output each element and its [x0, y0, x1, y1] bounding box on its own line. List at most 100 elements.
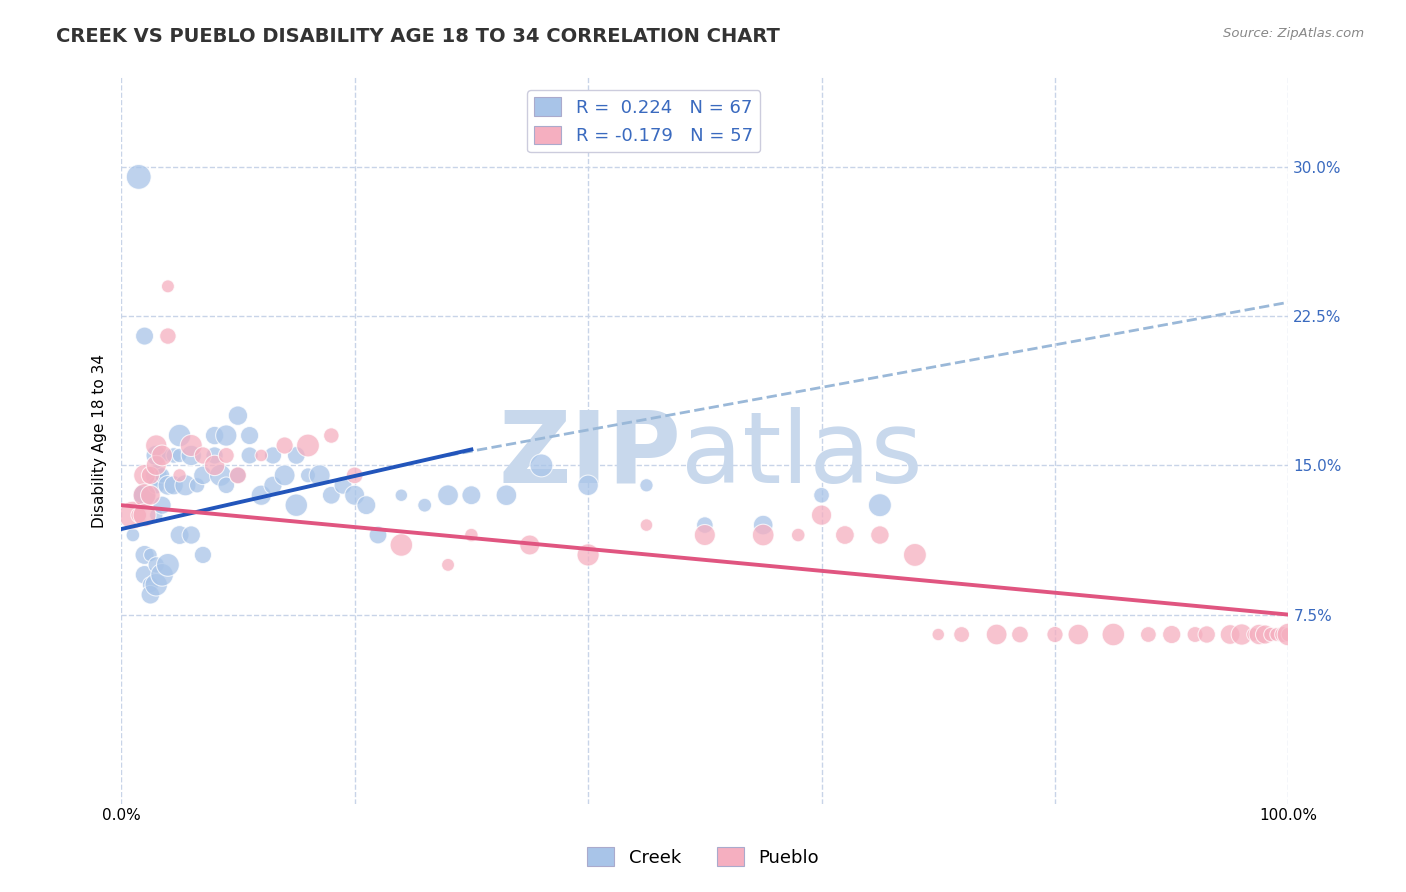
Point: [122, 528, 145, 542]
Point: [204, 458, 226, 473]
Point: [869, 528, 891, 542]
Point: [636, 518, 658, 533]
Point: [367, 528, 389, 542]
Point: [134, 488, 156, 502]
Point: [262, 478, 284, 492]
Point: [169, 468, 191, 483]
Point: [145, 438, 167, 452]
Point: [145, 558, 167, 572]
Point: [209, 468, 232, 483]
Point: [262, 449, 284, 463]
Point: [180, 449, 202, 463]
Point: [297, 468, 319, 483]
Point: [389, 538, 412, 552]
Point: [460, 488, 482, 502]
Point: [226, 409, 249, 423]
Point: [1184, 627, 1206, 641]
Point: [145, 478, 167, 492]
Point: [122, 508, 145, 523]
Point: [519, 538, 541, 552]
Point: [215, 478, 238, 492]
Point: [460, 528, 482, 542]
Text: Source: ZipAtlas.com: Source: ZipAtlas.com: [1223, 27, 1364, 40]
Point: [226, 468, 249, 483]
Y-axis label: Disability Age 18 to 34: Disability Age 18 to 34: [93, 353, 107, 527]
Point: [297, 438, 319, 452]
Point: [156, 279, 179, 293]
Point: [169, 528, 191, 542]
Point: [1241, 627, 1264, 641]
Point: [343, 468, 366, 483]
Point: [191, 468, 214, 483]
Point: [226, 468, 249, 483]
Point: [191, 449, 214, 463]
Point: [134, 488, 156, 502]
Point: [285, 449, 308, 463]
Point: [693, 518, 716, 533]
Point: [332, 478, 354, 492]
Point: [250, 449, 273, 463]
Point: [163, 449, 186, 463]
Legend: R =  0.224   N = 67, R = -0.179   N = 57: R = 0.224 N = 67, R = -0.179 N = 57: [527, 90, 761, 153]
Point: [156, 449, 179, 463]
Point: [186, 478, 208, 492]
Point: [810, 488, 832, 502]
Text: CREEK VS PUEBLO DISABILITY AGE 18 TO 34 CORRELATION CHART: CREEK VS PUEBLO DISABILITY AGE 18 TO 34 …: [56, 27, 780, 45]
Point: [437, 558, 460, 572]
Point: [180, 528, 202, 542]
Text: ZIP: ZIP: [499, 407, 682, 504]
Point: [139, 578, 162, 592]
Point: [128, 508, 150, 523]
Legend: Creek, Pueblo: Creek, Pueblo: [579, 840, 827, 874]
Point: [239, 428, 262, 442]
Point: [308, 468, 330, 483]
Point: [530, 458, 553, 473]
Point: [180, 438, 202, 452]
Point: [128, 169, 150, 184]
Point: [215, 449, 238, 463]
Point: [413, 498, 436, 512]
Point: [1260, 627, 1282, 641]
Point: [156, 329, 179, 343]
Point: [150, 468, 173, 483]
Point: [156, 558, 179, 572]
Point: [389, 488, 412, 502]
Point: [437, 488, 460, 502]
Point: [150, 449, 173, 463]
Point: [145, 468, 167, 483]
Point: [139, 548, 162, 562]
Point: [787, 528, 810, 542]
Point: [636, 478, 658, 492]
Point: [145, 508, 167, 523]
Point: [1043, 627, 1066, 641]
Point: [1219, 627, 1241, 641]
Point: [576, 478, 599, 492]
Point: [321, 488, 343, 502]
Point: [156, 478, 179, 492]
Point: [134, 508, 156, 523]
Point: [204, 449, 226, 463]
Point: [343, 488, 366, 502]
Point: [145, 458, 167, 473]
Point: [285, 498, 308, 512]
Point: [191, 548, 214, 562]
Point: [273, 438, 295, 452]
Point: [169, 449, 191, 463]
Point: [145, 449, 167, 463]
Point: [163, 478, 186, 492]
Point: [950, 627, 973, 641]
Point: [1265, 627, 1288, 641]
Point: [752, 528, 775, 542]
Point: [150, 498, 173, 512]
Point: [1067, 627, 1090, 641]
Point: [134, 329, 156, 343]
Point: [1160, 627, 1182, 641]
Point: [139, 468, 162, 483]
Point: [215, 428, 238, 442]
Point: [150, 567, 173, 582]
Point: [1277, 627, 1299, 641]
Point: [174, 478, 197, 492]
Point: [1137, 627, 1160, 641]
Point: [1249, 627, 1271, 641]
Point: [1254, 627, 1277, 641]
